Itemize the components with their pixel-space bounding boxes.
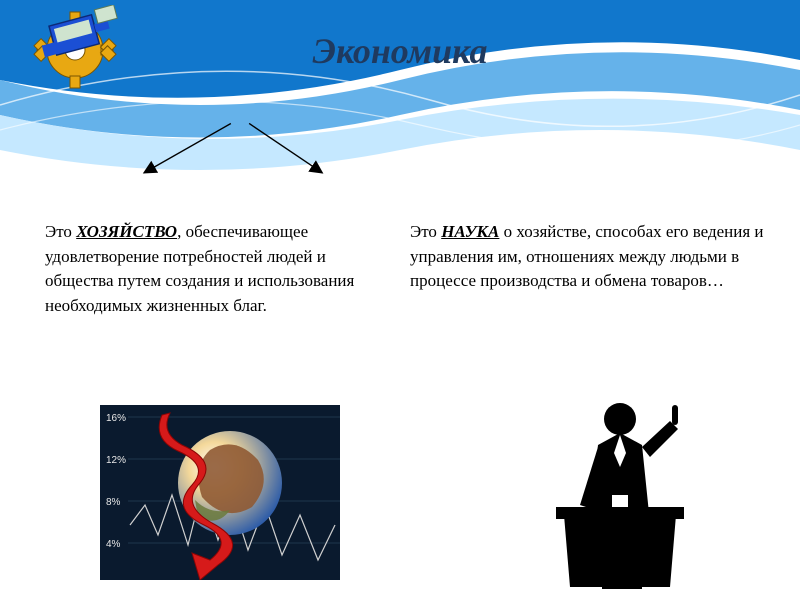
definition-right: Это НАУКА о хозяйстве, способах его веде… [410,220,770,294]
branch-arrows [80,80,400,220]
slide-title: Экономика [313,30,488,72]
right-prefix: Это [410,222,441,241]
right-emphasis: НАУКА [441,222,499,241]
left-prefix: Это [45,222,76,241]
globe-crash-image: 16% 12% 8% 4% [100,405,340,580]
axis-label-2: 8% [106,497,121,508]
axis-label-0: 16% [106,413,126,424]
axis-label-3: 4% [106,539,121,550]
speaker-silhouette-icon [520,395,720,590]
left-emphasis: ХОЗЯЙСТВО [76,222,177,241]
definition-left: Это ХОЗЯЙСТВО, обеспечивающее удовлетвор… [45,220,365,319]
axis-label-1: 12% [106,455,126,466]
